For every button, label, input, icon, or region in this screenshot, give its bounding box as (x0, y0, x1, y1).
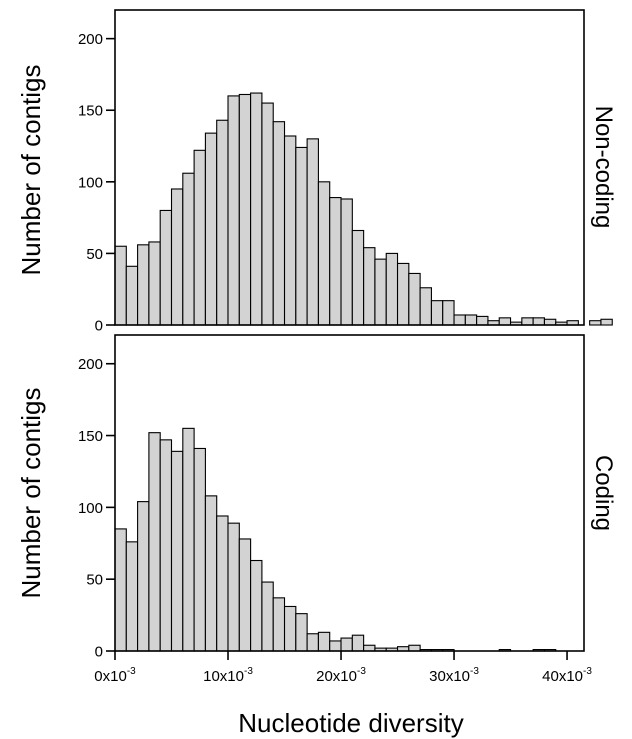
noncoding-bar (295, 146, 308, 326)
noncoding-bar (453, 314, 466, 326)
coding-bar (114, 528, 127, 652)
coding-panel-label: Coding (590, 455, 617, 531)
noncoding-bar (464, 314, 478, 326)
noncoding-bar (351, 229, 365, 326)
noncoding-bar (125, 265, 139, 326)
noncoding-bar (498, 317, 512, 326)
noncoding-bar (340, 198, 353, 326)
noncoding-y-tick-label: 150 (78, 103, 103, 120)
noncoding-bar (159, 209, 173, 326)
noncoding-bar (193, 149, 206, 326)
coding-bar (272, 597, 286, 652)
noncoding-bar (137, 244, 150, 326)
coding-bar (125, 541, 139, 652)
coding-bar (170, 450, 184, 652)
coding-y-tick-label: 50 (86, 572, 103, 589)
coding-bar (148, 432, 161, 652)
coding-plot-frame (114, 334, 585, 652)
noncoding-bar (182, 172, 195, 326)
coding-bar (227, 522, 240, 652)
coding-bar (193, 447, 206, 652)
noncoding-panel-label: Non-coding (590, 106, 617, 229)
coding-panel: Number of contigs Coding 0 50 100 150 200 0x1… (16, 334, 617, 685)
noncoding-y-tick-label: 50 (86, 246, 103, 263)
noncoding-bar (532, 317, 545, 326)
noncoding-bar (283, 135, 297, 326)
noncoding-bars (114, 92, 613, 326)
noncoding-bar (306, 138, 319, 326)
coding-bar (306, 633, 319, 652)
noncoding-bar (329, 197, 342, 326)
coding-bars (114, 427, 557, 652)
coding-bar (182, 427, 195, 652)
coding-bar (238, 538, 252, 652)
noncoding-bar (419, 287, 432, 326)
noncoding-bar (589, 320, 602, 326)
noncoding-bar (272, 121, 286, 326)
noncoding-bar (170, 188, 184, 326)
noncoding-ylabel: Number of contigs (16, 65, 46, 276)
noncoding-bar (216, 119, 229, 326)
coding-bar (204, 495, 218, 652)
coding-bar (137, 501, 150, 652)
coding-bar (283, 605, 297, 652)
coding-bar (408, 644, 421, 652)
noncoding-bar (363, 247, 376, 326)
noncoding-bar (600, 318, 613, 326)
x-tick-label: 40x10-3 (542, 666, 592, 685)
noncoding-bar (476, 315, 489, 326)
noncoding-panel: Number of contigs Non-coding 0 50 100 150 20… (16, 9, 617, 335)
coding-bar (363, 644, 376, 652)
noncoding-bar (238, 93, 252, 326)
coding-y-tick-label: 0 (95, 644, 103, 661)
coding-bar (351, 634, 365, 652)
noncoding-bar (408, 272, 421, 326)
noncoding-y-tick-label: 100 (78, 174, 103, 191)
x-tick-label: 10x10-3 (203, 666, 253, 685)
coding-bar (329, 640, 342, 652)
noncoding-bar (521, 317, 534, 326)
coding-bar (295, 613, 308, 652)
x-tick-label: 0x10-3 (94, 666, 136, 685)
noncoding-bar (204, 132, 218, 326)
noncoding-bar (114, 245, 127, 326)
coding-bar (250, 559, 263, 652)
coding-y-tick-label: 100 (78, 500, 103, 517)
coding-y-tick-label: 200 (78, 356, 103, 373)
noncoding-bar (227, 95, 240, 326)
coding-bar (216, 515, 229, 652)
coding-ylabel: Number of contigs (16, 388, 46, 599)
noncoding-bar (396, 262, 410, 326)
noncoding-plot-frame (114, 9, 585, 326)
x-axis-title: Nucleotide diversity (238, 708, 463, 738)
x-tick-label: 30x10-3 (429, 666, 479, 685)
noncoding-bar (442, 300, 455, 326)
coding-bar (159, 439, 173, 652)
noncoding-bar (317, 181, 331, 326)
noncoding-bar (261, 102, 274, 326)
noncoding-bar (543, 318, 557, 326)
coding-bar (261, 581, 274, 652)
noncoding-y-tick-label: 0 (95, 318, 103, 335)
coding-bar (340, 637, 353, 652)
x-tick-label: 20x10-3 (316, 666, 366, 685)
noncoding-bar (250, 92, 263, 326)
coding-bar (317, 631, 331, 652)
noncoding-bar (148, 241, 161, 326)
noncoding-bar (430, 300, 444, 326)
coding-y-tick-label: 150 (78, 428, 103, 445)
noncoding-bar (385, 252, 399, 326)
noncoding-bar (374, 258, 387, 326)
noncoding-y-tick-label: 200 (78, 31, 103, 48)
